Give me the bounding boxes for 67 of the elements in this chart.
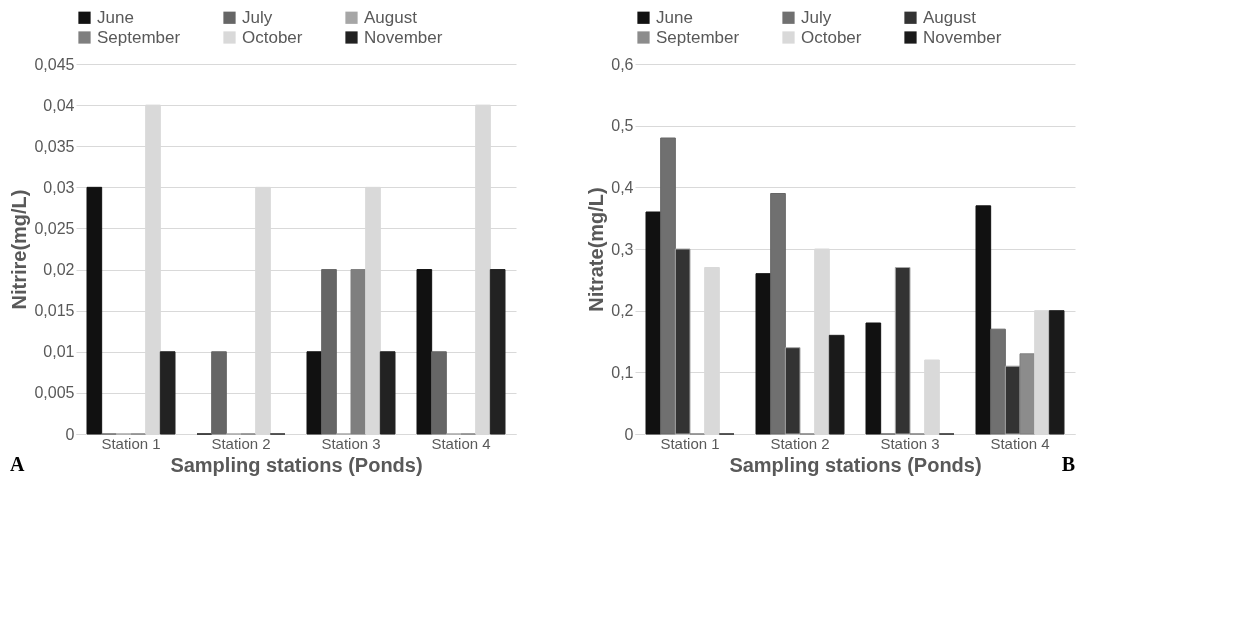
x-tick-label: Station 2 [770, 434, 830, 452]
y-tick-label: 0,3 [611, 240, 634, 258]
legend-label: June [656, 7, 693, 27]
legend-label: July [242, 7, 273, 27]
y-tick-label: 0,5 [611, 117, 634, 135]
bar [1048, 310, 1065, 435]
bar [784, 347, 801, 435]
legend-label: September [656, 27, 740, 47]
x-tick-label: Station 2 [211, 434, 271, 452]
y-tick-label: 0,005 [34, 384, 75, 402]
bar [159, 351, 176, 435]
text: B [1061, 453, 1075, 475]
y-tick-label: 0,04 [43, 96, 75, 114]
legend-label: October [801, 27, 862, 47]
bar [990, 328, 1006, 435]
y-tick-label: 0,03 [43, 178, 75, 196]
bar [674, 248, 691, 435]
bar [211, 351, 227, 435]
bar [894, 267, 911, 435]
legend-label: July [801, 7, 832, 27]
bar [645, 211, 662, 435]
bar [755, 273, 772, 435]
bar [660, 137, 676, 435]
bar [770, 193, 786, 435]
legend-label: August [364, 7, 418, 27]
bar [489, 269, 506, 435]
y-tick-label: 0,4 [611, 178, 634, 196]
y-tick-label: 0 [624, 425, 634, 443]
bar [975, 205, 992, 435]
y-tick-label: 0,025 [34, 219, 75, 237]
bar [306, 351, 323, 435]
y-tick-label: 0,02 [43, 261, 75, 279]
text: A [9, 453, 25, 475]
y-tick-label: 0,015 [34, 302, 75, 320]
bar [416, 269, 433, 435]
y-axis-title: Nitrate(mg/L) [585, 187, 608, 312]
bar [321, 269, 337, 435]
x-tick-label: Station 4 [431, 434, 491, 452]
x-tick-label: Station 3 [880, 434, 940, 452]
y-tick-label: 0 [65, 425, 75, 443]
legend-label: October [242, 27, 303, 47]
bar [1019, 353, 1036, 435]
x-axis-title: Sampling stations (Ponds) [170, 453, 423, 476]
y-tick-label: 0,2 [611, 302, 634, 320]
legend-label: November [364, 27, 443, 47]
x-tick-label: Station 3 [321, 434, 381, 452]
x-tick-label: Station 1 [101, 434, 161, 452]
bar [1004, 365, 1021, 435]
y-tick-label: 0,1 [611, 363, 634, 381]
bar [431, 351, 447, 435]
y-tick-label: 0,01 [43, 343, 75, 361]
y-tick-label: 0,6 [611, 55, 634, 73]
y-axis-title: Nitrire(mg/L) [8, 189, 31, 310]
bar [828, 334, 845, 435]
bar [350, 269, 367, 435]
legend-label: September [97, 27, 181, 47]
x-axis-title: Sampling stations (Ponds) [729, 453, 982, 476]
bar [865, 322, 882, 435]
x-tick-label: Station 1 [660, 434, 720, 452]
y-tick-label: 0,035 [34, 137, 75, 155]
x-tick-label: Station 4 [990, 434, 1050, 452]
legend-label: June [97, 7, 134, 27]
legend-label: November [923, 27, 1002, 47]
bar [86, 186, 103, 435]
legend-label: August [923, 7, 977, 27]
bar [379, 351, 396, 435]
y-tick-label: 0,045 [34, 55, 75, 73]
